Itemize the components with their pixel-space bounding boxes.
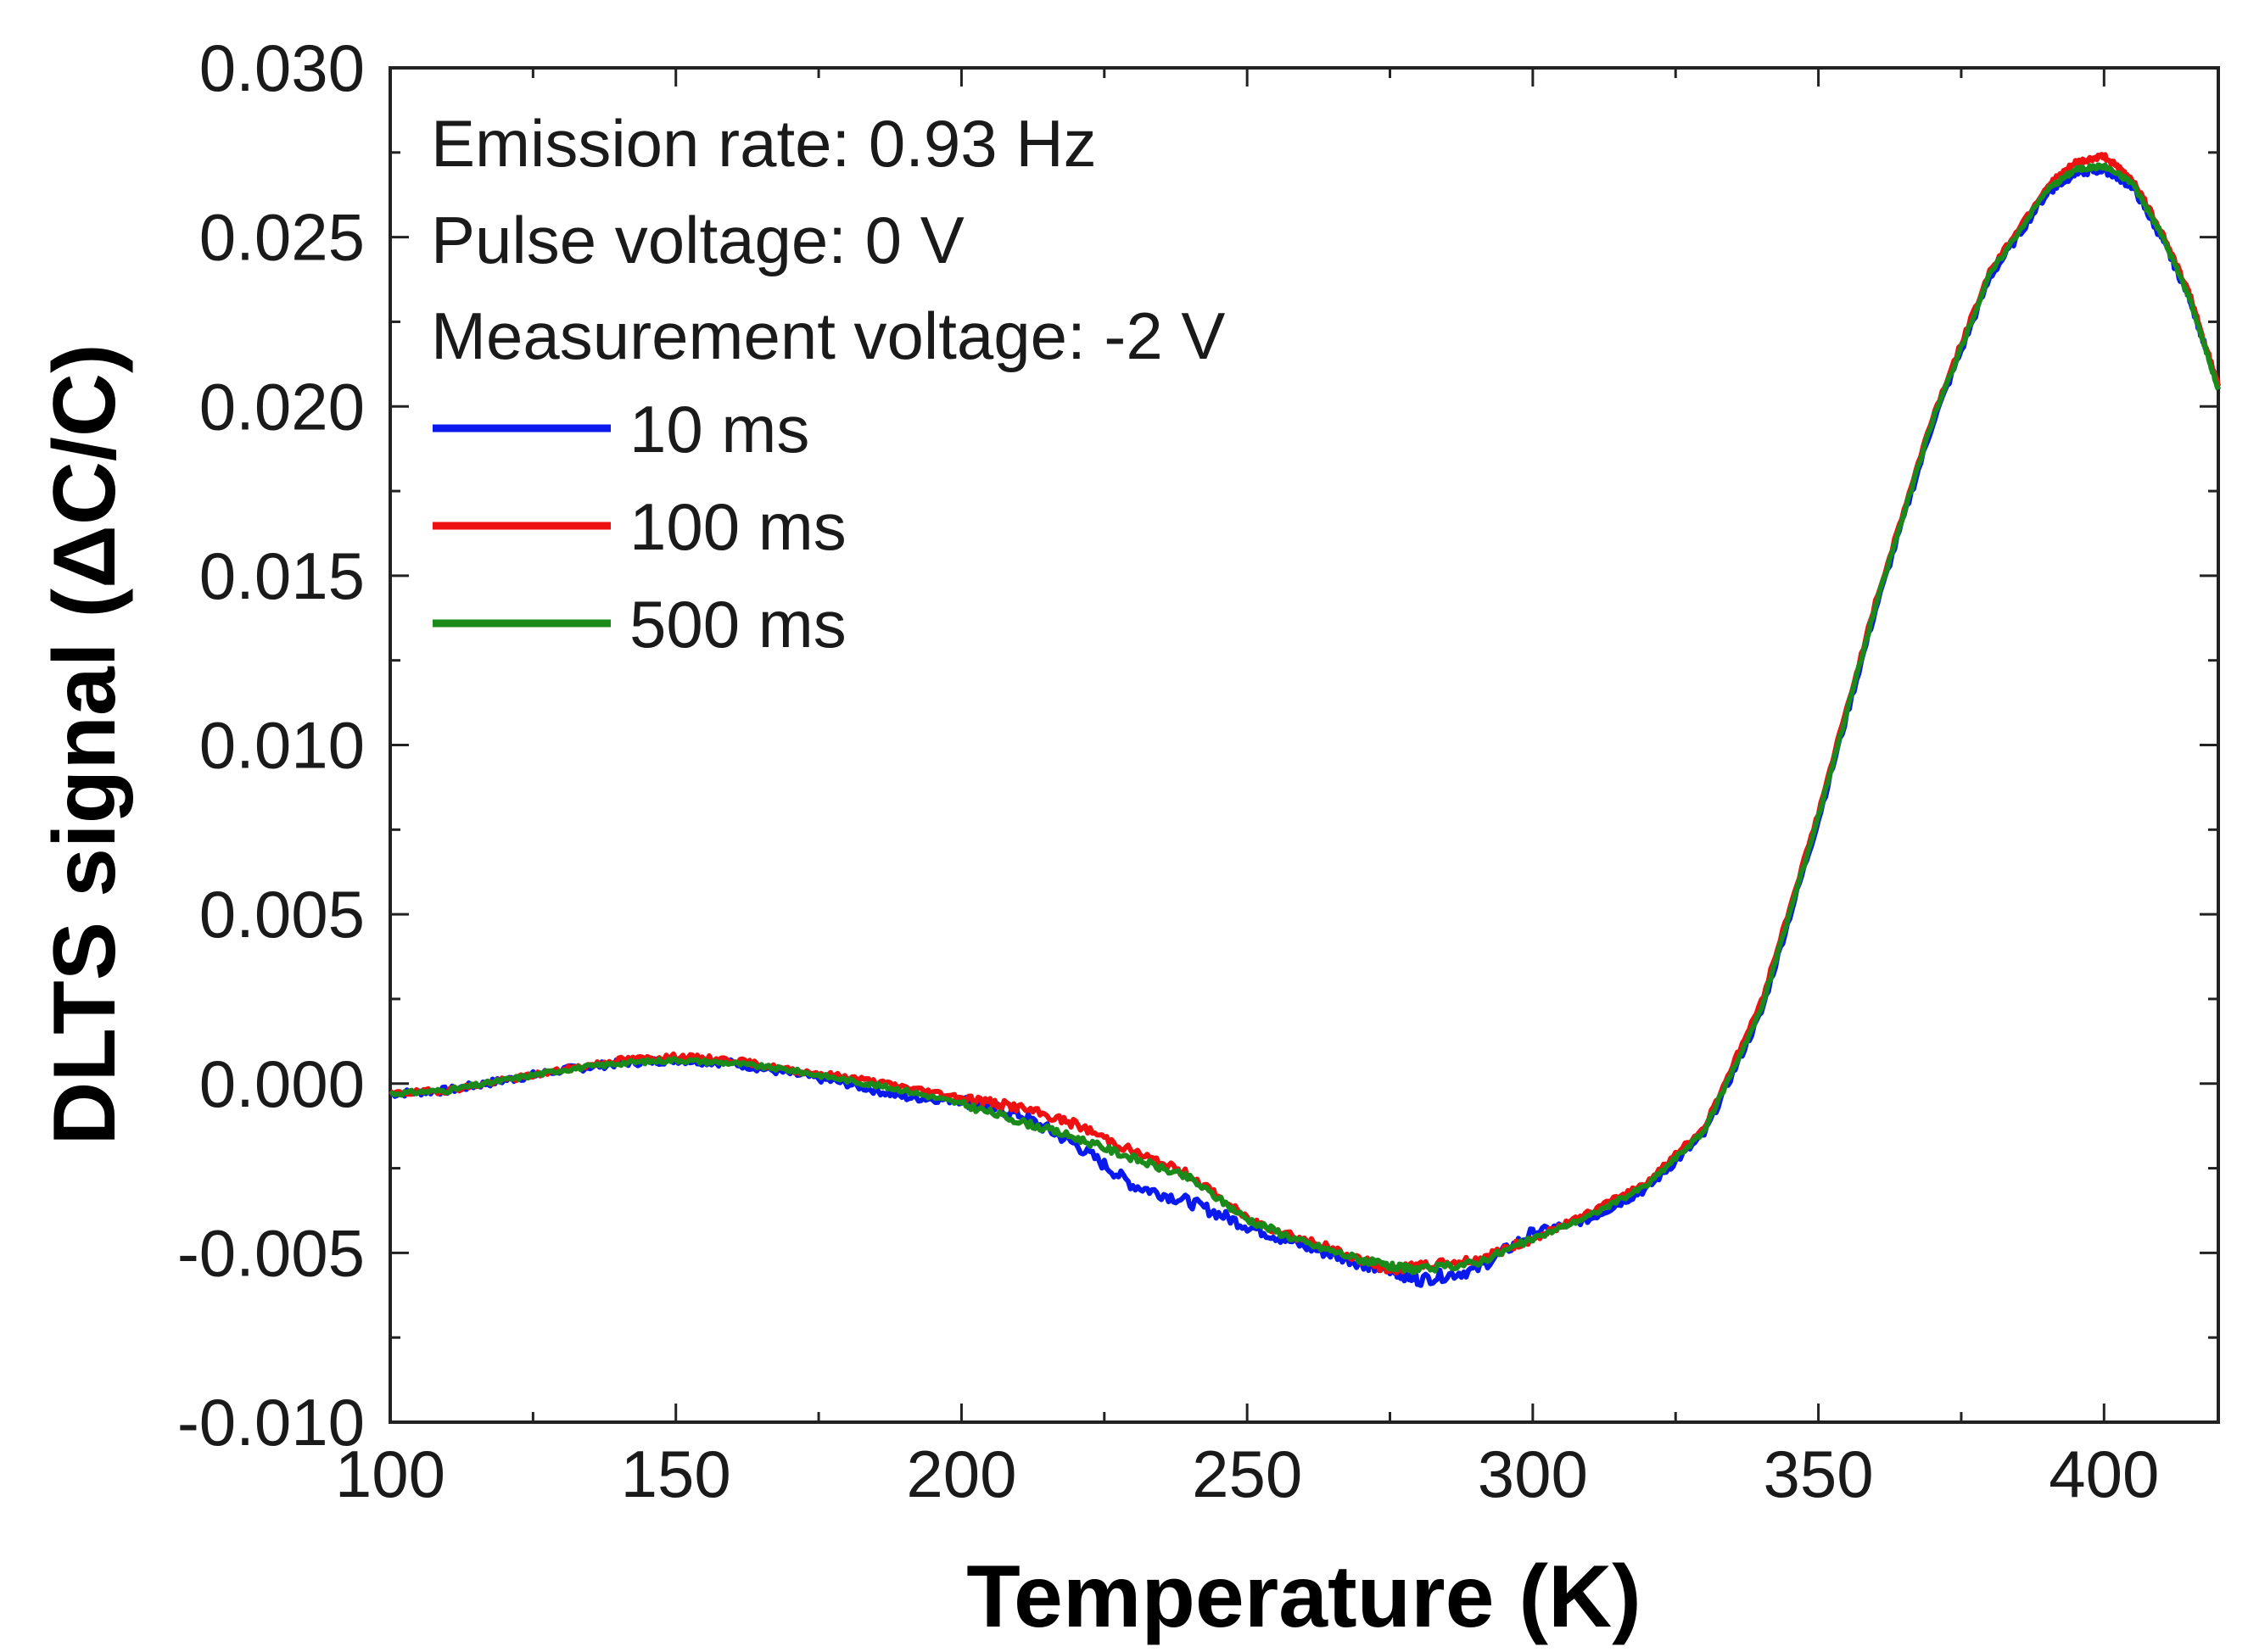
legend: 10 ms 100 ms 500 ms [433, 392, 847, 661]
x-tick-label: 150 [621, 1437, 731, 1511]
series-line-500ms [389, 162, 2221, 1275]
x-tick-label: 350 [1764, 1437, 1874, 1511]
y-tick-label: 0.020 [199, 369, 365, 444]
annotation-measurement-voltage: Measurement voltage: -2 V [431, 299, 1225, 373]
x-axis-title: Temperature (K) [966, 1548, 1641, 1646]
annotation-pulse-voltage: Pulse voltage: 0 V [431, 203, 965, 277]
annotation-emission-rate: Emission rate: 0.93 Hz [431, 106, 1097, 181]
legend-label-100ms: 100 ms [629, 489, 847, 564]
ticks-layer: 100 150 200 250 300 350 400 -0.010 -0.005 0.000 0.… [177, 31, 2218, 1511]
series-layer [389, 152, 2221, 1288]
y-tick-label: 0.010 [199, 708, 365, 783]
y-tick-label: 0.030 [199, 31, 365, 105]
x-tick-label: 300 [1478, 1437, 1588, 1511]
y-tick-label: -0.010 [177, 1385, 365, 1459]
x-tick-label: 400 [2049, 1437, 2159, 1511]
x-tick-label: 200 [906, 1437, 1016, 1511]
y-axis-title: DLTS signal (ΔC/C) [36, 343, 134, 1145]
y-tick-label: 0.000 [199, 1046, 365, 1121]
y-tick-label: 0.025 [199, 200, 365, 275]
y-tick-label: -0.005 [177, 1215, 365, 1290]
legend-label-500ms: 500 ms [629, 587, 847, 661]
y-tick-label: 0.005 [199, 877, 365, 952]
x-tick-label: 250 [1192, 1437, 1302, 1511]
x-tick-label: 100 [335, 1437, 445, 1511]
y-tick-label: 0.015 [199, 539, 365, 613]
legend-label-10ms: 10 ms [629, 392, 809, 466]
